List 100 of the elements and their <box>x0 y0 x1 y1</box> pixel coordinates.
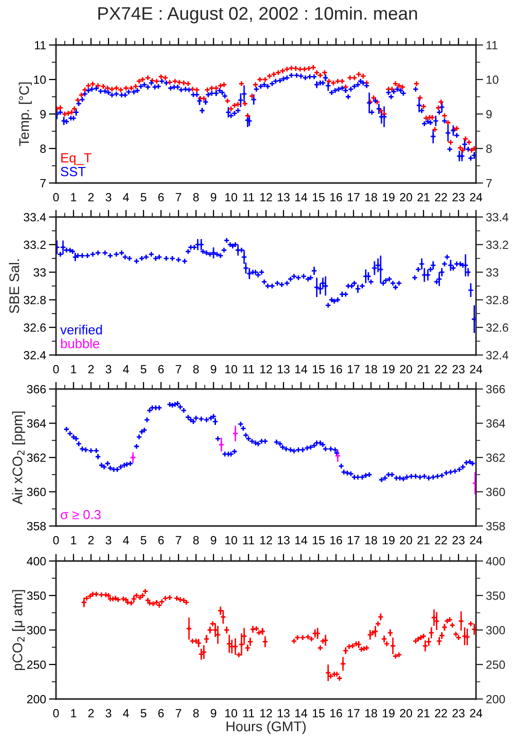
x-tick-label: 14 <box>295 536 308 544</box>
x-tick-label: 5 <box>140 365 146 374</box>
x-tick-label: 16 <box>330 709 342 718</box>
y-tick-label: 200 <box>27 695 46 704</box>
x-tick-label: 10 <box>225 536 238 544</box>
x-tick-label: 11 <box>243 709 254 718</box>
y2-tick-label: 366 <box>486 385 505 394</box>
x-tick-label: 20 <box>400 365 412 374</box>
x-tick-label: 8 <box>193 709 199 718</box>
y-tick-label: 360 <box>27 488 46 496</box>
y-axis-title: SBE Sal. <box>8 259 20 314</box>
x-tick-label: 8 <box>193 536 199 544</box>
x-axis-title: Hours (GMT) <box>226 721 306 734</box>
x-tick-label: 23 <box>452 365 465 374</box>
point <box>130 454 136 461</box>
x-tick-label: 22 <box>435 193 447 202</box>
x-tick-label: 6 <box>158 193 164 202</box>
x-tick-label: 19 <box>382 365 395 374</box>
x-tick-label: 1 <box>71 709 76 718</box>
x-tick-label: 5 <box>140 193 146 202</box>
x-tick-label: 24 <box>470 193 482 202</box>
x-tick-label: 1 <box>71 536 76 544</box>
x-tick-label: 12 <box>260 193 272 202</box>
x-tick-label: 12 <box>260 365 272 374</box>
x-tick-label: 16 <box>330 536 342 544</box>
y2-tick-label: 250 <box>486 660 505 669</box>
x-tick-label: 15 <box>312 536 325 544</box>
x-tick-label: 18 <box>365 536 378 544</box>
x-tick-label: 22 <box>435 365 447 374</box>
x-tick-label: 14 <box>295 193 308 202</box>
x-tick-label: 2 <box>88 709 94 718</box>
x-tick-label: 7 <box>176 709 182 718</box>
x-tick-label: 7 <box>176 193 182 202</box>
y2-tick-label: 360 <box>486 488 505 496</box>
y-axis-title: Temp. [°C] <box>18 82 32 146</box>
x-tick-label: 4 <box>122 709 129 718</box>
y-tick-label: 10 <box>34 76 46 84</box>
x-tick-label: 24 <box>470 709 482 718</box>
y-tick-label: 366 <box>27 385 46 394</box>
x-tick-label: 13 <box>278 193 290 202</box>
text: verified <box>60 324 102 334</box>
x-tick-label: 16 <box>330 193 342 202</box>
x-tick-label: 10 <box>225 193 238 202</box>
x-tick-label: 6 <box>158 709 164 718</box>
x-tick-label: 11 <box>243 365 254 374</box>
x-tick-label: 12 <box>260 536 272 544</box>
y-tick-label: 33.2 <box>24 240 46 249</box>
x-tick-label: 7 <box>176 536 182 544</box>
text: SST <box>60 166 86 176</box>
x-tick-label: 15 <box>312 365 325 374</box>
x-tick-label: 2 <box>88 193 94 202</box>
y-tick-label: 33 <box>34 268 46 277</box>
y-tick-label: 7 <box>40 179 46 188</box>
x-tick-label: 10 <box>225 709 238 718</box>
y2-tick-label: 33.4 <box>486 213 508 222</box>
x-tick-label: 0 <box>53 365 59 374</box>
point <box>232 430 238 437</box>
x-tick-label: 13 <box>278 709 290 718</box>
x-tick-label: 9 <box>210 365 216 374</box>
x-tick-label: 21 <box>418 709 430 718</box>
x-tick-label: 9 <box>210 709 216 718</box>
y2-tick-label: 362 <box>486 454 505 462</box>
text: Eq_T <box>61 153 92 166</box>
x-tick-label: 1 <box>71 193 76 202</box>
x-tick-label: 2 <box>88 365 94 374</box>
x-tick-label: 18 <box>365 193 378 202</box>
x-tick-label: 11 <box>243 193 254 202</box>
y2-tick-label: 33 <box>486 268 498 277</box>
y2-tick-label: 32.6 <box>486 323 508 332</box>
point <box>334 452 341 459</box>
x-tick-label: 6 <box>158 536 164 544</box>
y2-tick-label: 9 <box>486 110 492 118</box>
x-tick-label: 8 <box>193 365 199 374</box>
x-tick-label: 24 <box>470 536 482 544</box>
y2-tick-label: 364 <box>486 419 506 428</box>
x-tick-label: 12 <box>260 709 272 718</box>
x-tick-label: 5 <box>140 709 146 718</box>
x-tick-label: 9 <box>210 193 216 202</box>
x-tick-label: 13 <box>278 365 290 374</box>
x-tick-label: 14 <box>295 365 308 374</box>
x-tick-label: 20 <box>400 536 412 544</box>
x-tick-label: 13 <box>278 536 290 544</box>
x-tick-label: 19 <box>382 193 395 202</box>
x-tick-label: 15 <box>312 709 325 718</box>
x-tick-label: 3 <box>106 365 112 374</box>
x-tick-label: 21 <box>418 193 430 202</box>
y2-tick-label: 300 <box>486 626 505 634</box>
x-tick-label: 3 <box>106 536 112 544</box>
x-tick-label: 8 <box>193 193 199 202</box>
x-tick-label: 18 <box>365 709 378 718</box>
y-tick-label: 32.4 <box>24 351 46 360</box>
x-tick-label: 9 <box>210 536 216 544</box>
x-tick-label: 17 <box>348 193 360 202</box>
y2-tick-label: 10 <box>486 76 498 84</box>
y-tick-label: 8 <box>40 144 46 153</box>
x-tick-label: 17 <box>348 709 360 718</box>
x-tick-label: 10 <box>225 365 238 374</box>
x-tick-label: 18 <box>365 365 378 374</box>
y2-tick-label: 7 <box>486 179 492 188</box>
legend-label: bubble <box>61 338 100 348</box>
